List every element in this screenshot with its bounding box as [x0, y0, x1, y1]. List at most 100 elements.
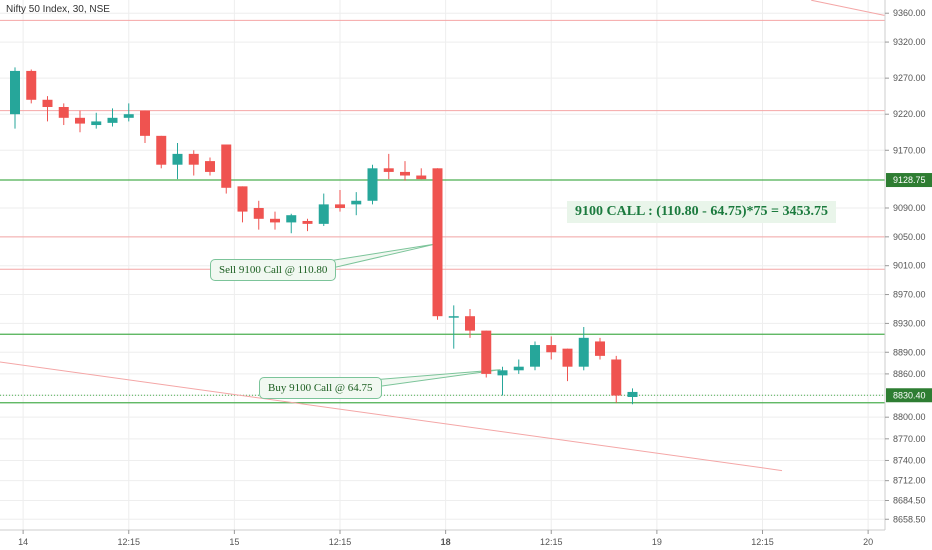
- candle: [383, 153, 394, 180]
- candle: [123, 103, 134, 122]
- candle: [253, 200, 264, 230]
- candle: [318, 193, 329, 227]
- candle: [546, 336, 557, 360]
- price-tick-label: 9360.00: [893, 8, 926, 18]
- callout-pointers: [321, 243, 501, 387]
- candle-body: [75, 117, 85, 124]
- candle: [627, 388, 638, 405]
- candle: [237, 186, 248, 223]
- candle-body: [270, 218, 280, 223]
- candle: [400, 161, 410, 181]
- price-tick-label: 9090.00: [893, 203, 926, 213]
- time-tick-label: 12:15: [751, 537, 774, 547]
- candle: [335, 189, 345, 212]
- candle-body: [627, 391, 638, 397]
- candle: [416, 168, 427, 180]
- candle: [530, 341, 540, 371]
- price-tick-label: 8860.00: [893, 369, 926, 379]
- trend-line: [811, 0, 885, 16]
- candle-body: [58, 106, 69, 118]
- candle: [481, 330, 492, 378]
- price-tick-label: 8712.00: [893, 476, 926, 486]
- buy-note-pointer: [371, 369, 501, 387]
- candle: [91, 112, 102, 129]
- candle: [465, 308, 475, 338]
- candle-body: [367, 168, 378, 201]
- candle: [562, 348, 573, 382]
- candle-body: [595, 341, 605, 356]
- candle: [221, 144, 232, 194]
- time-axis[interactable]: 14 12:15 15 12:15 18 12:15 19 12:15 20: [0, 529, 885, 547]
- price-tick-label: 9170.00: [893, 145, 926, 155]
- candle-body: [383, 168, 394, 172]
- trend-line: [0, 361, 783, 472]
- candle-body: [302, 220, 313, 224]
- candle: [513, 359, 524, 374]
- candle-body: [465, 316, 475, 331]
- candle: [172, 143, 183, 180]
- price-tick-label: 8770.00: [893, 434, 926, 444]
- candle: [26, 69, 37, 104]
- candle-body: [188, 153, 199, 165]
- candle-body: [335, 204, 345, 208]
- candle-body: [546, 345, 557, 353]
- time-tick-label: 12:15: [117, 537, 140, 547]
- candle-body: [205, 161, 215, 172]
- candle-body: [172, 153, 183, 165]
- candle-body: [448, 316, 459, 318]
- candle: [140, 110, 150, 144]
- chart-title: Nifty 50 Index, 30, NSE: [6, 4, 110, 15]
- candle-body: [497, 370, 508, 376]
- candle: [270, 211, 280, 230]
- candle-body: [416, 175, 427, 180]
- candle-body: [140, 110, 150, 136]
- candle: [351, 192, 362, 216]
- candle: [578, 327, 589, 371]
- price-tag-label: 9128.75: [893, 175, 926, 185]
- candle-body: [10, 70, 20, 115]
- price-tick-label: 8740.00: [893, 455, 926, 465]
- candle: [107, 108, 118, 127]
- time-tick-label: 14: [18, 537, 28, 547]
- profit-formula: 9100 CALL : (110.80 - 64.75)*75 = 3453.7…: [567, 201, 836, 223]
- candle-body: [530, 345, 540, 367]
- candle-body: [578, 337, 589, 367]
- price-tick-label: 9050.00: [893, 232, 926, 242]
- price-tag-bg: [886, 388, 932, 403]
- candle: [58, 103, 69, 126]
- candle-body: [221, 144, 232, 188]
- candle-body: [513, 366, 524, 371]
- candle-body: [237, 186, 248, 212]
- time-tick-label: 20: [863, 537, 873, 547]
- candle-body: [400, 171, 410, 176]
- price-tick-label: 8800.00: [893, 412, 926, 422]
- candle-body: [318, 204, 329, 224]
- buy-call-note[interactable]: Buy 9100 Call @ 64.75: [259, 377, 382, 399]
- sell-call-note[interactable]: Sell 9100 Call @ 110.80: [210, 259, 337, 281]
- price-axis[interactable]: 9360.00 9320.00 9270.00 9220.00 9170.00 9128.…: [884, 0, 932, 530]
- candles: [10, 67, 638, 405]
- price-tick-label: 9320.00: [893, 37, 926, 47]
- candle-body: [611, 359, 622, 396]
- candle: [448, 305, 459, 349]
- candle-body: [286, 215, 297, 223]
- candle: [188, 150, 199, 176]
- time-tick-label: 15: [229, 537, 239, 547]
- candle-body: [351, 200, 362, 205]
- candle: [302, 218, 313, 232]
- price-tick-label: 8970.00: [893, 290, 926, 300]
- price-tick-label: 9010.00: [893, 261, 926, 271]
- candle-body: [123, 114, 134, 118]
- candle-body: [26, 70, 37, 100]
- candle: [10, 67, 20, 129]
- candle-body: [481, 330, 492, 374]
- time-tick-label: 18: [441, 537, 451, 547]
- candle: [75, 110, 85, 133]
- candle: [497, 366, 508, 396]
- sell-note-pointer: [321, 243, 436, 269]
- candle: [156, 135, 167, 169]
- candle: [205, 157, 215, 176]
- candle: [286, 213, 297, 234]
- candle-body: [91, 121, 102, 126]
- price-tick-label: 8658.50: [893, 514, 926, 524]
